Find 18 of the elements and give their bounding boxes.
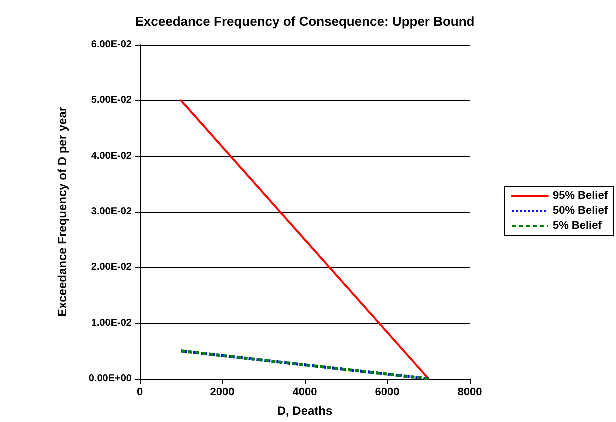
y-tick-label: 3.00E-02: [91, 206, 132, 218]
legend-label: 50% Belief: [552, 205, 608, 217]
legend-label: 5% Belief: [552, 220, 602, 232]
y-tick-label: 4.00E-02: [91, 150, 132, 162]
x-axis-title: D, Deaths: [277, 404, 333, 418]
x-tick-label: 6000: [375, 386, 400, 398]
y-tick-label: 0.00E+00: [88, 374, 132, 384]
x-tick-label: 0: [136, 386, 144, 398]
x-tick-label: 2000: [210, 386, 235, 398]
legend-label: 95% Belief: [552, 190, 608, 202]
chart-title: Exceedance Frequency of Consequence: Upper Bound: [135, 14, 475, 29]
x-tick-label: 8000: [458, 386, 482, 398]
y-axis-title: Exceedance Frequency of D per year: [56, 106, 70, 318]
y-tick-label: 2.00E-02: [91, 262, 132, 274]
x-tick-label: 4000: [292, 386, 318, 398]
y-tick-label: 1.00E-02: [91, 318, 132, 329]
y-tick-label: 5.00E-02: [91, 95, 132, 106]
y-tick-label: 6.00E-02: [91, 40, 132, 50]
